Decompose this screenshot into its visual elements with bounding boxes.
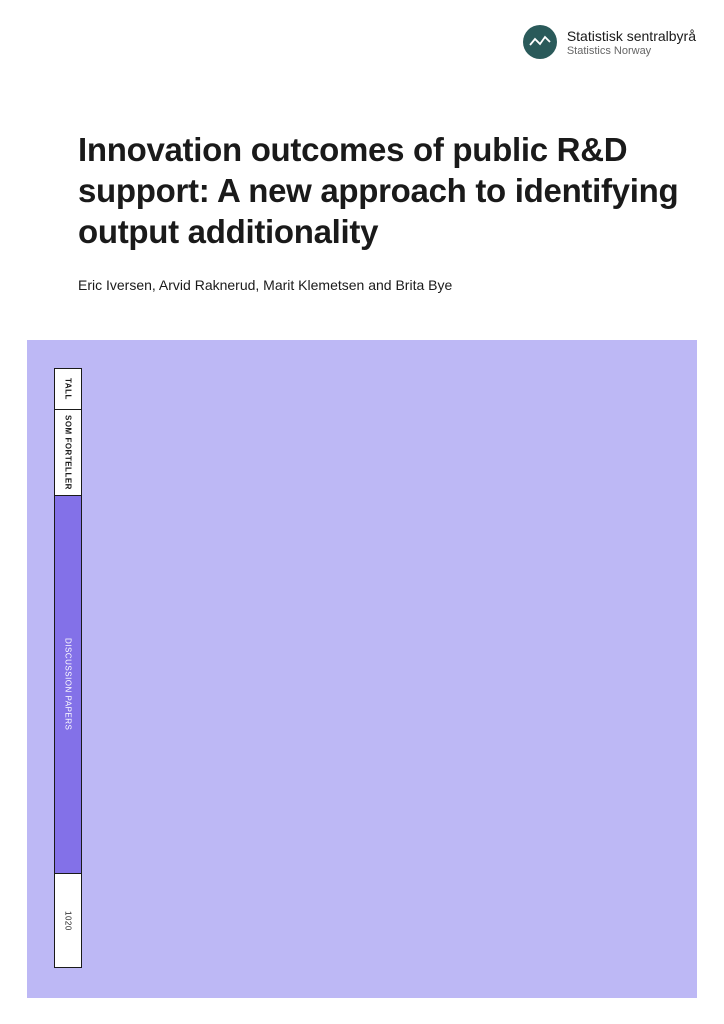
sidebar-segment-year: 1020 (54, 874, 82, 968)
sidebar-segment-discussion: DISCUSSION PAPERS (54, 496, 82, 874)
vertical-sidebar: TALL SOM FORTELLER DISCUSSION PAPERS 102… (54, 368, 82, 968)
logo-container: Statistisk sentralbyrå Statistics Norway (523, 25, 696, 59)
page-title: Innovation outcomes of public R&D suppor… (78, 130, 684, 253)
authors-line: Eric Iversen, Arvid Raknerud, Marit Klem… (78, 277, 684, 293)
sidebar-segment-som: SOM FORTELLER (54, 410, 82, 496)
logo-main-text: Statistisk sentralbyrå (567, 28, 696, 44)
purple-background-section: TALL SOM FORTELLER DISCUSSION PAPERS 102… (27, 340, 697, 998)
statistics-norway-icon (523, 25, 557, 59)
content-area: Innovation outcomes of public R&D suppor… (78, 130, 684, 293)
sidebar-segment-tall: TALL (54, 368, 82, 410)
logo-sub-text: Statistics Norway (567, 45, 696, 57)
logo-text-block: Statistisk sentralbyrå Statistics Norway (567, 28, 696, 57)
